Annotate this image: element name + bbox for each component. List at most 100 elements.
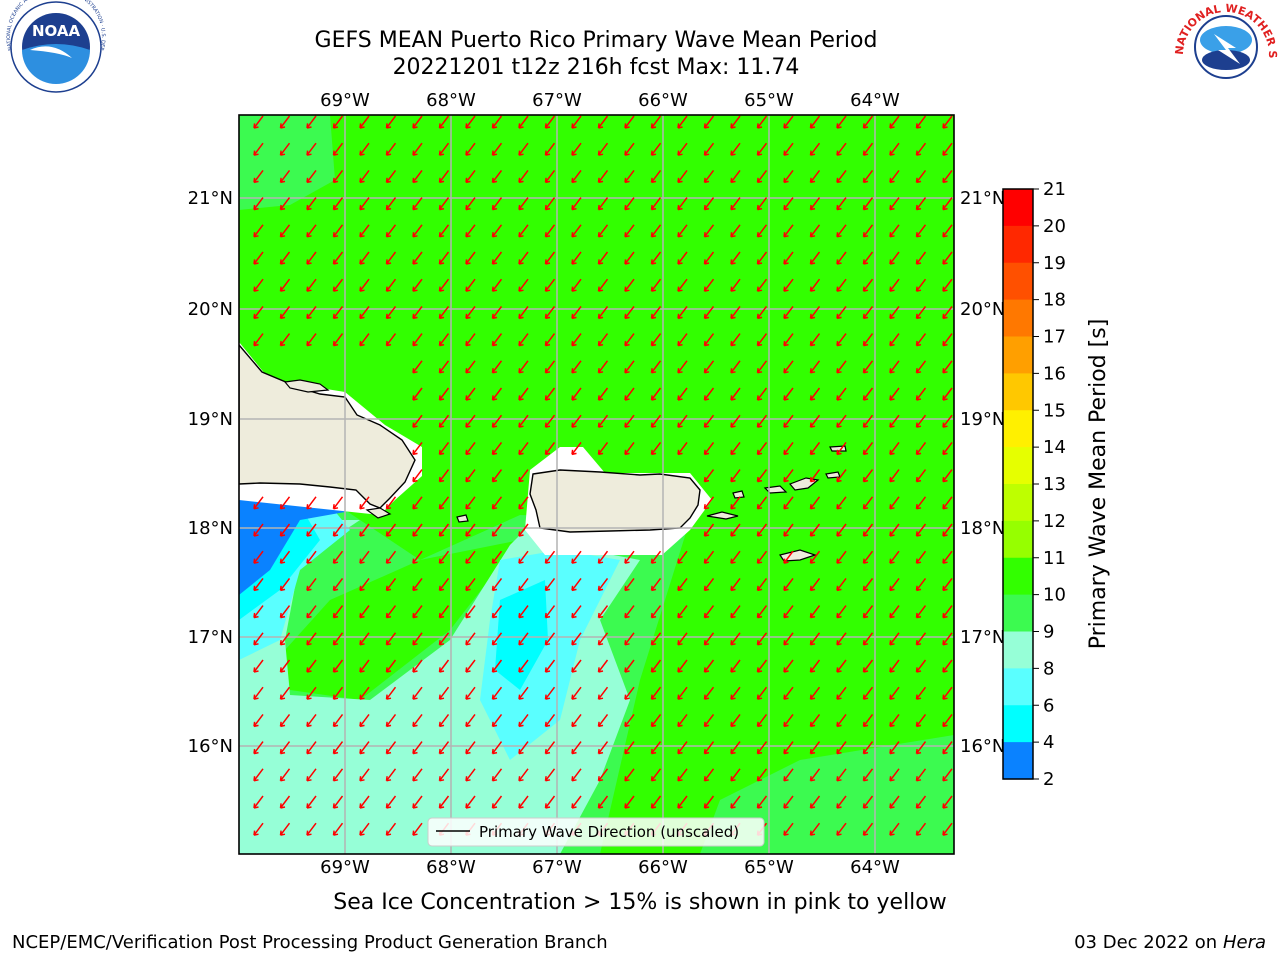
wave-direction-arrow: [915, 305, 927, 320]
wave-direction-arrow: [438, 577, 450, 592]
colorbar-tick-label: 11: [1043, 548, 1066, 569]
wave-direction-arrow: [889, 768, 900, 782]
wave-field-10-11-north: [239, 115, 335, 210]
wave-direction-arrow: [518, 251, 529, 265]
land-saona: [365, 507, 392, 519]
wave-direction-arrow: [836, 115, 847, 129]
wave-direction-arrow: [279, 115, 291, 129]
wave-direction-arrow: [465, 414, 476, 428]
wave-direction-arrow: [359, 278, 370, 292]
wave-direction-arrow: [359, 142, 370, 156]
wave-field-6-8-center: [495, 580, 548, 690]
wave-direction-arrow: [809, 305, 821, 320]
wave-direction-arrow: [650, 251, 662, 265]
wave-direction-arrow: [518, 686, 529, 700]
wave-direction-arrow: [889, 550, 900, 564]
wave-direction-arrow: [465, 605, 476, 619]
wave-direction-arrow: [491, 414, 503, 428]
wave-direction-arrow: [571, 605, 582, 619]
colorbar-segment: [1003, 520, 1033, 559]
wave-direction-arrow: [306, 305, 317, 320]
graticule: [239, 115, 954, 854]
wave-direction-arrow: [544, 224, 556, 238]
wave-direction-arrow: [571, 224, 582, 238]
wave-direction-arrow: [465, 197, 476, 211]
wave-direction-arrow: [756, 305, 768, 320]
wave-direction-arrow: [730, 305, 741, 320]
wave-direction-arrow: [544, 577, 556, 592]
wave-direction-arrow: [730, 686, 741, 700]
wave-direction-arrow: [862, 224, 874, 238]
colorbar-segment: [1003, 447, 1033, 485]
wave-direction-arrow: [544, 115, 556, 129]
wave-direction-arrow: [253, 550, 264, 564]
wave-direction-arrow: [703, 414, 715, 428]
wave-direction-arrow: [571, 251, 582, 265]
wave-direction-arrow: [809, 414, 821, 428]
wave-direction-arrow: [306, 115, 317, 129]
wave-direction-arrow: [385, 741, 397, 755]
wave-direction-arrow: [915, 550, 927, 564]
wave-direction-arrow: [544, 550, 556, 564]
wave-direction-arrow: [942, 632, 953, 646]
wave-direction-arrow: [438, 197, 450, 211]
wave-direction-arrow: [862, 795, 874, 809]
wave-direction-arrow: [438, 305, 450, 320]
wave-direction-arrow: [491, 496, 503, 510]
wave-direction-arrow: [597, 659, 609, 673]
lat-label-left: 16°N: [188, 736, 233, 757]
wave-direction-arrow: [783, 795, 794, 809]
wave-direction-arrow: [862, 550, 874, 564]
wave-direction-arrow: [597, 768, 609, 782]
wave-direction-arrow: [491, 795, 503, 809]
wave-direction-arrow: [703, 713, 715, 728]
wave-direction-arrow: [836, 577, 847, 592]
wave-direction-arrow: [677, 142, 688, 156]
wave-direction-arrow: [385, 278, 397, 292]
colorbar-segment: [1003, 225, 1033, 264]
wave-direction-arrow: [942, 768, 953, 782]
wave-direction-arrow: [703, 605, 715, 619]
wave-direction-arrow: [730, 387, 741, 401]
wave-direction-arrow: [756, 169, 768, 184]
wave-direction-arrow: [491, 387, 503, 401]
wave-direction-arrow: [650, 686, 662, 700]
wave-direction-arrow: [730, 469, 741, 483]
wave-direction-arrow: [915, 360, 927, 374]
wave-direction-arrow: [597, 632, 609, 646]
wave-direction-arrow: [332, 333, 344, 347]
wave-direction-arrow: [783, 577, 794, 592]
wave-direction-arrow: [783, 469, 794, 483]
wave-direction-arrow: [491, 686, 503, 700]
wave-direction-arrow: [465, 360, 476, 374]
wave-direction-arrow: [438, 441, 450, 456]
wave-direction-arrow: [730, 441, 741, 456]
wave-direction-arrow: [756, 441, 768, 456]
wave-direction-arrow: [756, 387, 768, 401]
wave-direction-arrow: [491, 251, 503, 265]
wave-direction-arrow: [677, 251, 688, 265]
wave-direction-arrow: [306, 577, 317, 592]
wave-direction-arrow: [438, 278, 450, 292]
wave-direction-arrow: [915, 251, 927, 265]
wave-direction-arrow: [783, 686, 794, 700]
lon-label-top: 69°W: [320, 90, 370, 111]
wave-direction-arrow: [518, 577, 529, 592]
colorbar-label: Primary Wave Mean Period [s]: [1086, 319, 1111, 650]
wave-direction-arrow: [385, 333, 397, 347]
wave-direction-arrow: [571, 795, 582, 809]
wave-direction-arrow: [571, 115, 582, 129]
wave-direction-arrow: [783, 496, 794, 510]
wave-direction-arrow: [624, 278, 635, 292]
wave-direction-arrow: [491, 469, 503, 483]
wave-direction-arrow: [677, 659, 688, 673]
wave-direction-arrow: [756, 523, 768, 537]
nws-logo-ring-text: NATIONAL WEATHER SERVICE: [0, 0, 1279, 59]
wave-direction-arrow: [942, 414, 953, 428]
wave-direction-arrow: [756, 115, 768, 129]
wave-direction-arrow: [279, 142, 291, 156]
wave-direction-arrow: [862, 441, 874, 456]
wave-direction-arrow: [942, 523, 953, 537]
wave-direction-arrow: [862, 305, 874, 320]
lon-label-top: 67°W: [532, 90, 582, 111]
